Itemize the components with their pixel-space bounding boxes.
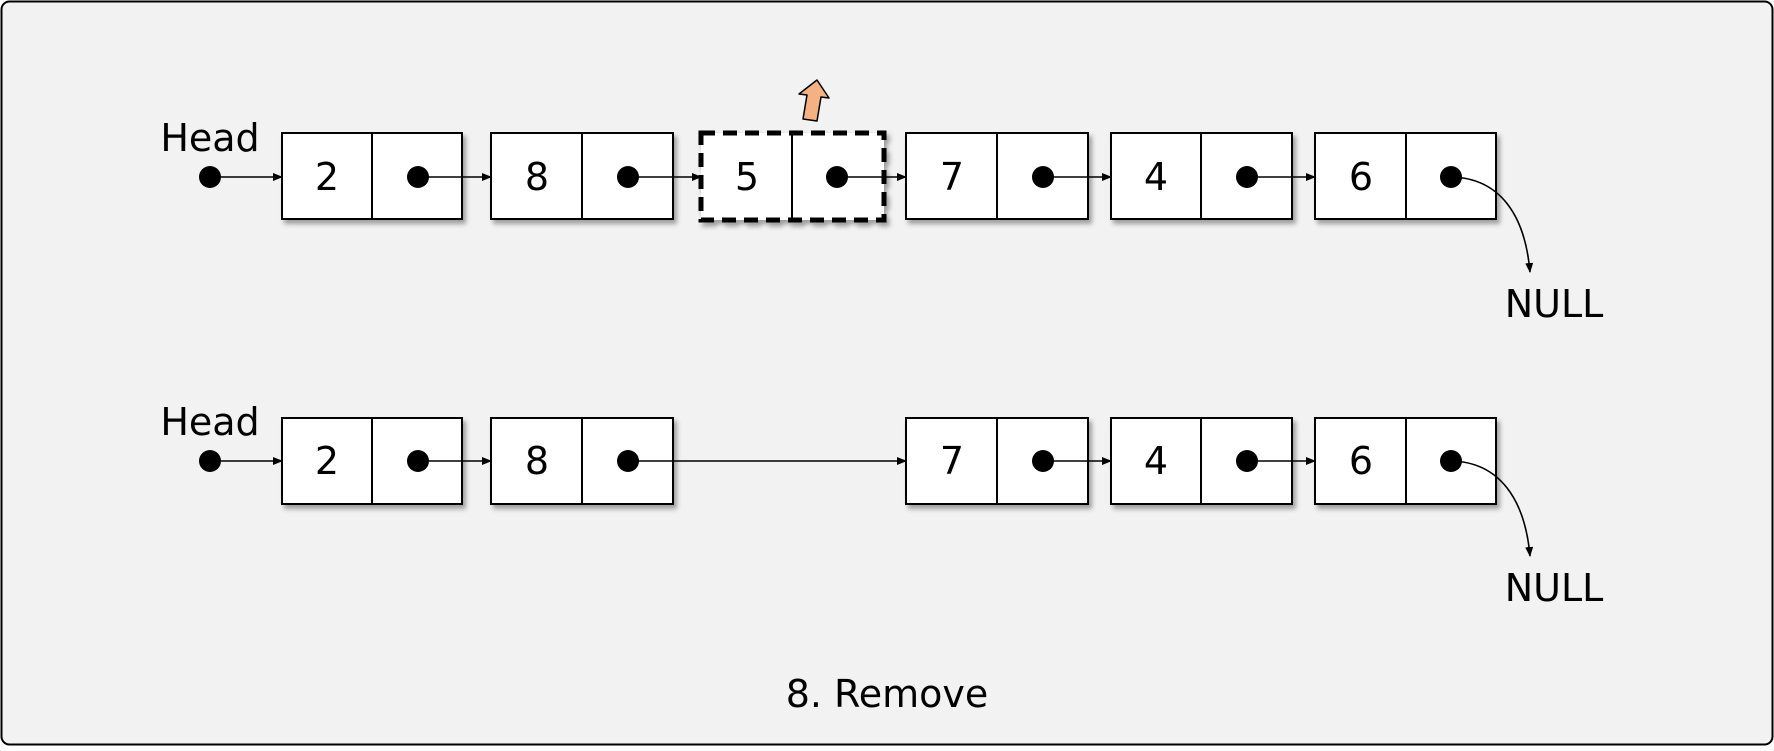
list-row-before: Head 2 8 5 7 <box>160 79 1604 326</box>
list-node: 6 <box>1314 417 1497 505</box>
node-value: 8 <box>525 155 549 199</box>
node-value: 8 <box>525 439 549 483</box>
node-value: 6 <box>1349 439 1373 483</box>
list-node: 8 <box>490 132 674 220</box>
removed-node-value: 5 <box>735 155 759 199</box>
removal-up-arrow-icon <box>798 79 830 122</box>
list-node: 7 <box>905 132 1089 220</box>
node-value: 2 <box>315 155 339 199</box>
null-label: NULL <box>1505 282 1604 326</box>
null-label: NULL <box>1505 566 1604 610</box>
null-pointer-arrow <box>1450 176 1534 273</box>
diagram-caption: 8. Remove <box>786 672 989 716</box>
list-node: 4 <box>1110 132 1293 220</box>
list-node: 6 <box>1314 132 1497 220</box>
node-value: 4 <box>1144 155 1168 199</box>
null-pointer-arrow <box>1450 460 1534 557</box>
list-row-after: Head 2 8 7 4 <box>160 400 1603 610</box>
node-value: 6 <box>1349 155 1373 199</box>
head-label: Head <box>160 116 259 160</box>
node-value: 4 <box>1144 439 1168 483</box>
node-value: 7 <box>940 155 964 199</box>
node-value: 2 <box>315 439 339 483</box>
list-node: 2 <box>281 132 463 220</box>
node-value: 7 <box>940 439 964 483</box>
head-label: Head <box>160 400 259 444</box>
